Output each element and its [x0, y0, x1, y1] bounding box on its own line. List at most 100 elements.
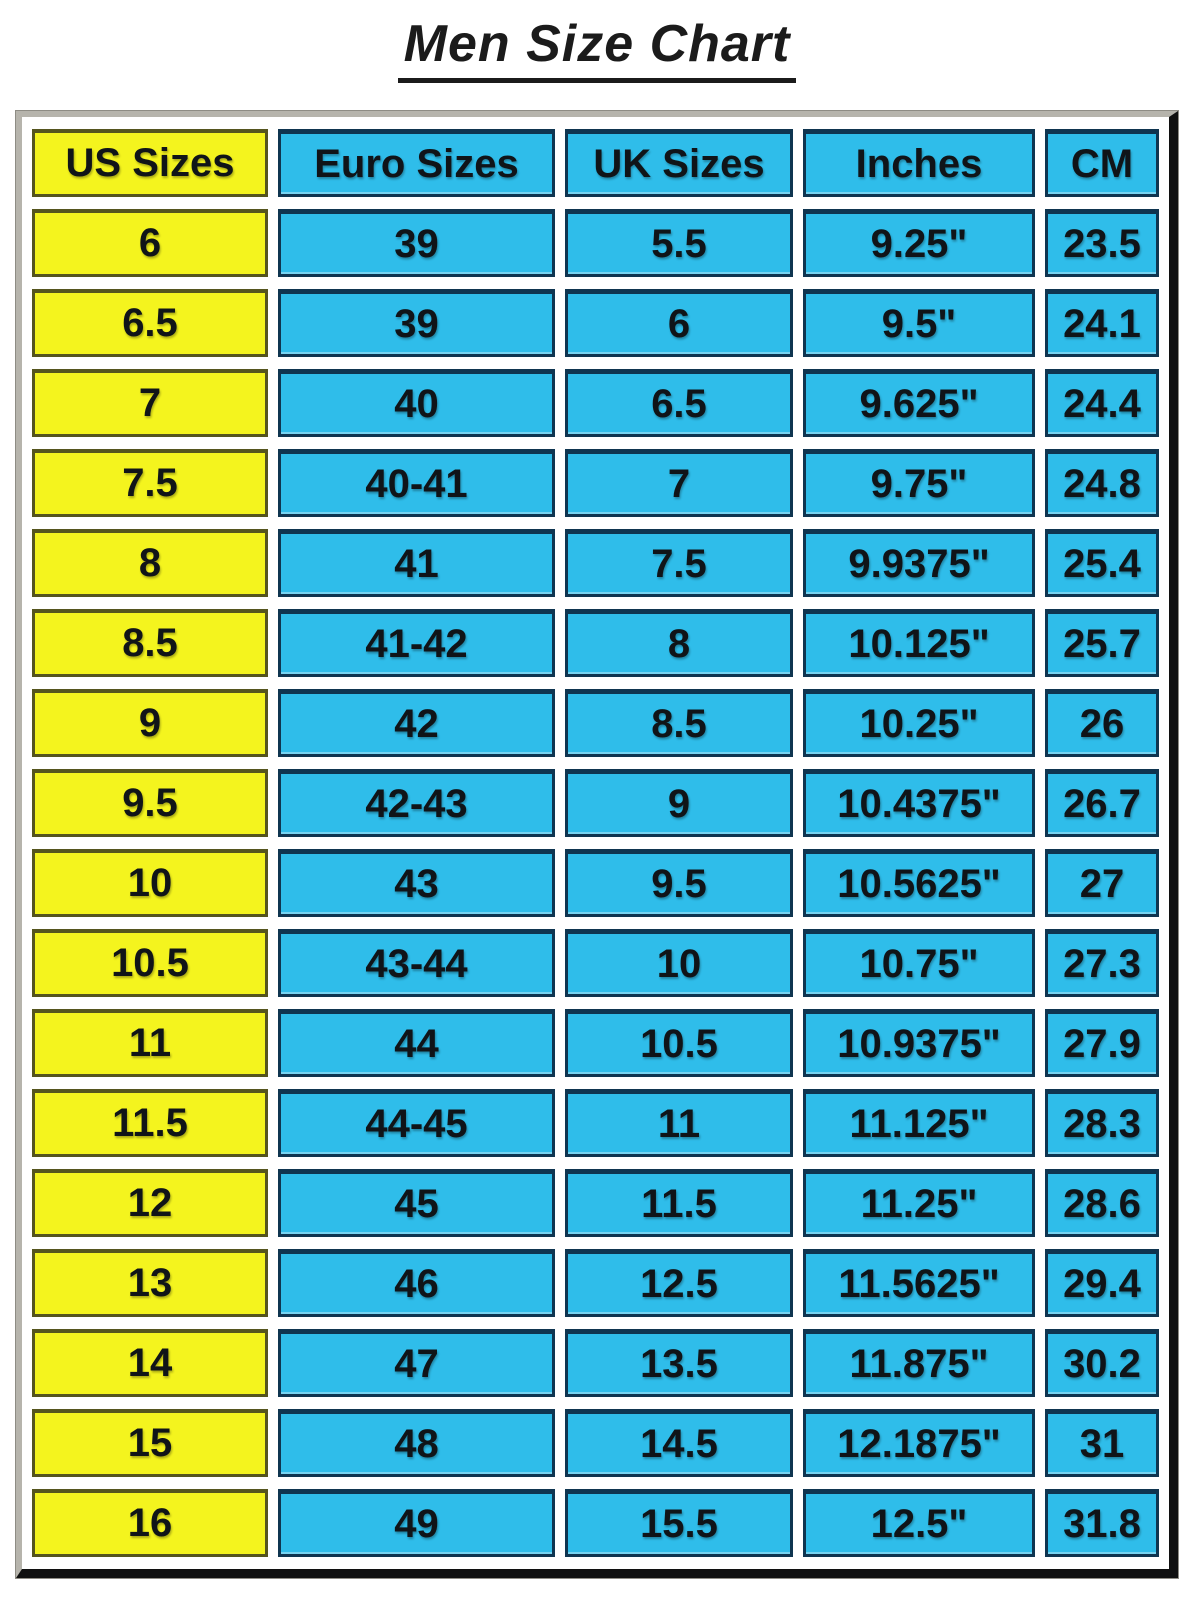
size-value-cell: 9.5: [565, 849, 793, 917]
size-value-cell: 8: [565, 609, 793, 677]
us-size-cell: 11.5: [32, 1089, 268, 1157]
page-title: Men Size Chart: [397, 14, 797, 83]
size-value-cell: 9.25": [803, 209, 1035, 277]
size-value-cell: 45: [278, 1169, 555, 1237]
size-value-cell: 48: [278, 1409, 555, 1477]
us-size-cell: 7.5: [32, 449, 268, 517]
table-row: 13 46 12.5 11.5625" 29.4: [32, 1249, 1159, 1317]
table-row: 8 41 7.5 9.9375" 25.4: [32, 529, 1159, 597]
table-row: 16 49 15.5 12.5" 31.8: [32, 1489, 1159, 1557]
us-size-cell: 15: [32, 1409, 268, 1477]
size-value-cell: 10.125": [803, 609, 1035, 677]
size-value-cell: 24.4: [1045, 369, 1159, 437]
size-value-cell: 10: [565, 929, 793, 997]
size-value-cell: 23.5: [1045, 209, 1159, 277]
size-value-cell: 10.5: [565, 1009, 793, 1077]
size-value-cell: 11.5: [565, 1169, 793, 1237]
us-size-cell: 14: [32, 1329, 268, 1397]
size-value-cell: 12.5": [803, 1489, 1035, 1557]
size-value-cell: 27: [1045, 849, 1159, 917]
title-wrap: Men Size Chart: [0, 14, 1194, 83]
table-row: 14 47 13.5 11.875" 30.2: [32, 1329, 1159, 1397]
column-header-euro-sizes: Euro Sizes: [278, 129, 555, 197]
size-value-cell: 12.5: [565, 1249, 793, 1317]
size-value-cell: 28.6: [1045, 1169, 1159, 1237]
table-row: 10.5 43-44 10 10.75" 27.3: [32, 929, 1159, 997]
size-value-cell: 9: [565, 769, 793, 837]
size-value-cell: 39: [278, 209, 555, 277]
size-value-cell: 26.7: [1045, 769, 1159, 837]
size-value-cell: 12.1875": [803, 1409, 1035, 1477]
size-value-cell: 30.2: [1045, 1329, 1159, 1397]
table-row: 8.5 41-42 8 10.125" 25.7: [32, 609, 1159, 677]
us-size-cell: 8: [32, 529, 268, 597]
size-value-cell: 6: [565, 289, 793, 357]
table-row: 7 40 6.5 9.625" 24.4: [32, 369, 1159, 437]
size-value-cell: 14.5: [565, 1409, 793, 1477]
size-value-cell: 9.75": [803, 449, 1035, 517]
size-value-cell: 47: [278, 1329, 555, 1397]
size-value-cell: 11: [565, 1089, 793, 1157]
us-size-cell: 9: [32, 689, 268, 757]
size-value-cell: 27.9: [1045, 1009, 1159, 1077]
size-table: US Sizes Euro Sizes UK Sizes Inches CM 6 39 5.…: [22, 117, 1169, 1569]
size-value-cell: 26: [1045, 689, 1159, 757]
us-size-cell: 6: [32, 209, 268, 277]
size-value-cell: 42-43: [278, 769, 555, 837]
us-size-cell: 10.5: [32, 929, 268, 997]
size-value-cell: 49: [278, 1489, 555, 1557]
size-table-frame: US Sizes Euro Sizes UK Sizes Inches CM 6 39 5.…: [15, 110, 1179, 1579]
size-value-cell: 9.5": [803, 289, 1035, 357]
size-value-cell: 10.9375": [803, 1009, 1035, 1077]
size-value-cell: 7.5: [565, 529, 793, 597]
column-header-us-sizes: US Sizes: [32, 129, 268, 197]
size-value-cell: 7: [565, 449, 793, 517]
size-value-cell: 43-44: [278, 929, 555, 997]
size-value-cell: 11.875": [803, 1329, 1035, 1397]
header-row: US Sizes Euro Sizes UK Sizes Inches CM: [32, 129, 1159, 197]
column-header-inches: Inches: [803, 129, 1035, 197]
size-value-cell: 29.4: [1045, 1249, 1159, 1317]
size-value-cell: 5.5: [565, 209, 793, 277]
table-row: 7.5 40-41 7 9.75" 24.8: [32, 449, 1159, 517]
size-value-cell: 39: [278, 289, 555, 357]
us-size-cell: 6.5: [32, 289, 268, 357]
size-value-cell: 40: [278, 369, 555, 437]
size-value-cell: 11.125": [803, 1089, 1035, 1157]
size-value-cell: 9.9375": [803, 529, 1035, 597]
size-value-cell: 24.8: [1045, 449, 1159, 517]
size-value-cell: 43: [278, 849, 555, 917]
size-value-cell: 9.625": [803, 369, 1035, 437]
us-size-cell: 13: [32, 1249, 268, 1317]
us-size-cell: 10: [32, 849, 268, 917]
size-value-cell: 44-45: [278, 1089, 555, 1157]
us-size-cell: 12: [32, 1169, 268, 1237]
size-value-cell: 24.1: [1045, 289, 1159, 357]
size-value-cell: 28.3: [1045, 1089, 1159, 1157]
us-size-cell: 9.5: [32, 769, 268, 837]
size-value-cell: 11.25": [803, 1169, 1035, 1237]
size-value-cell: 31: [1045, 1409, 1159, 1477]
size-value-cell: 27.3: [1045, 929, 1159, 997]
size-value-cell: 46: [278, 1249, 555, 1317]
size-value-cell: 10.5625": [803, 849, 1035, 917]
us-size-cell: 7: [32, 369, 268, 437]
us-size-cell: 11: [32, 1009, 268, 1077]
size-table-body: 6 39 5.5 9.25" 23.5 6.5 39 6 9.5" 24.1 7 40 6.5 9.625…: [32, 209, 1159, 1557]
table-row: 11 44 10.5 10.9375" 27.9: [32, 1009, 1159, 1077]
size-value-cell: 10.75": [803, 929, 1035, 997]
size-value-cell: 11.5625": [803, 1249, 1035, 1317]
us-size-cell: 8.5: [32, 609, 268, 677]
size-value-cell: 13.5: [565, 1329, 793, 1397]
table-row: 10 43 9.5 10.5625" 27: [32, 849, 1159, 917]
table-row: 11.5 44-45 11 11.125" 28.3: [32, 1089, 1159, 1157]
size-value-cell: 44: [278, 1009, 555, 1077]
size-table-head: US Sizes Euro Sizes UK Sizes Inches CM: [32, 129, 1159, 197]
size-value-cell: 10.25": [803, 689, 1035, 757]
size-value-cell: 40-41: [278, 449, 555, 517]
size-value-cell: 8.5: [565, 689, 793, 757]
table-row: 9.5 42-43 9 10.4375" 26.7: [32, 769, 1159, 837]
column-header-cm: CM: [1045, 129, 1159, 197]
table-row: 6 39 5.5 9.25" 23.5: [32, 209, 1159, 277]
